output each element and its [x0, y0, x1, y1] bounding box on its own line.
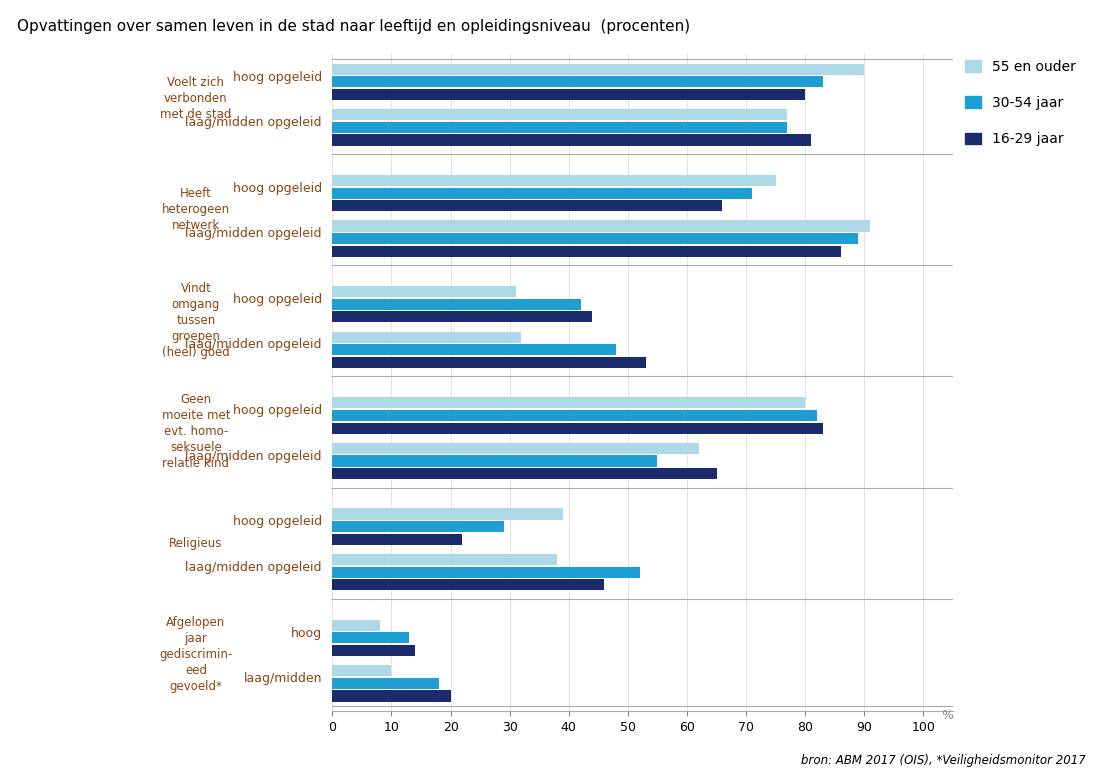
Bar: [332, 246, 841, 257]
Text: Afgelopen
jaar
gediscrimin-
eed
gevoeld*: Afgelopen jaar gediscrimin- eed gevoeld*: [160, 616, 233, 693]
Bar: [332, 312, 593, 322]
Text: Vindt
omgang
tussen
groepen
(heel) goed: Vindt omgang tussen groepen (heel) goed: [162, 282, 229, 359]
Bar: [332, 357, 646, 368]
Bar: [332, 678, 439, 689]
Bar: [332, 533, 462, 545]
Bar: [332, 509, 563, 519]
Bar: [332, 200, 722, 211]
Bar: [332, 455, 657, 467]
Bar: [332, 410, 817, 421]
Bar: [332, 620, 380, 631]
Text: bron: ABM 2017 (OIS), *Veiligheidsmonitor 2017: bron: ABM 2017 (OIS), *Veiligheidsmonito…: [801, 754, 1086, 767]
Bar: [332, 109, 788, 121]
Text: Religieus: Religieus: [170, 536, 223, 550]
Bar: [332, 397, 806, 408]
Bar: [332, 579, 604, 591]
Bar: [332, 233, 859, 244]
Bar: [332, 632, 409, 643]
Bar: [332, 443, 699, 454]
Bar: [332, 554, 557, 565]
Bar: [332, 63, 864, 75]
Bar: [332, 645, 416, 656]
Bar: [332, 89, 806, 100]
Bar: [332, 122, 788, 133]
Bar: [332, 135, 811, 145]
Bar: [332, 567, 639, 577]
Text: %: %: [941, 709, 953, 722]
Bar: [332, 77, 823, 87]
Bar: [332, 286, 515, 298]
Bar: [332, 521, 504, 533]
Bar: [332, 332, 522, 342]
Legend: 55 en ouder, 30-54 jaar, 16-29 jaar: 55 en ouder, 30-54 jaar, 16-29 jaar: [960, 54, 1081, 152]
Text: Opvattingen over samen leven in de stad naar leeftijd en opleidingsniveau  (proc: Opvattingen over samen leven in de stad …: [17, 19, 690, 34]
Bar: [332, 175, 776, 186]
Bar: [332, 468, 717, 479]
Bar: [332, 298, 581, 310]
Bar: [332, 665, 391, 676]
Text: Geen
moeite met
evt. homo-
seksuele
relatie kind: Geen moeite met evt. homo- seksuele rela…: [162, 393, 230, 471]
Text: Voelt zich
verbonden
met de stad: Voelt zich verbonden met de stad: [161, 76, 232, 121]
Bar: [332, 344, 616, 356]
Bar: [332, 188, 752, 199]
Bar: [332, 690, 451, 702]
Text: Heeft
heterogeen
netwerk: Heeft heterogeen netwerk: [162, 187, 230, 232]
Bar: [332, 423, 823, 434]
Bar: [332, 220, 870, 232]
